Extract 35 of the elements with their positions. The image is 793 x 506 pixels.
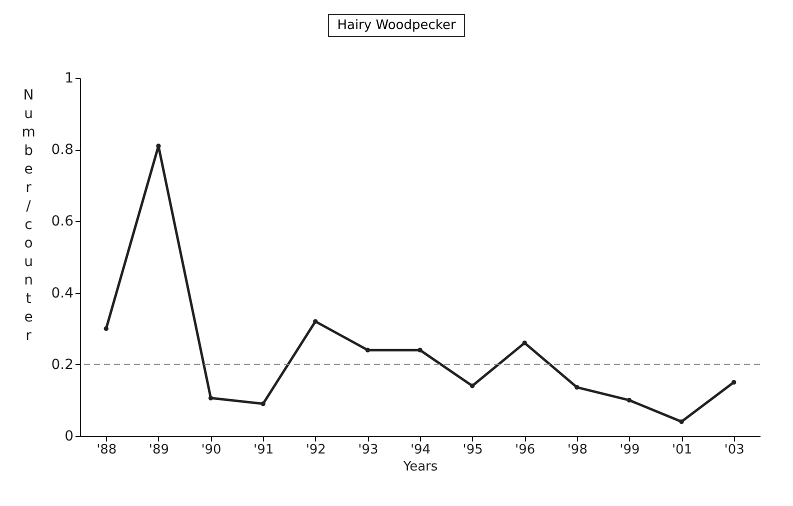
x-tick-label: '88	[96, 442, 117, 458]
point	[732, 380, 736, 385]
x-tick-label: '98	[567, 442, 588, 458]
text: Number / counter	[22, 88, 36, 344]
x-tick-label: '94	[410, 442, 431, 458]
y-tick-label: 0.8	[51, 142, 74, 158]
x-tick-label: '96	[515, 442, 536, 458]
point	[418, 348, 422, 352]
point	[156, 144, 161, 148]
x-tick-label: '90	[201, 442, 222, 458]
point	[208, 396, 214, 400]
point	[313, 319, 318, 324]
point	[104, 326, 108, 331]
x-tick-label: '01	[672, 442, 692, 458]
x-tick-label: '93	[358, 442, 378, 458]
y-tick-label: 0.2	[51, 356, 74, 373]
chart-title: Hairy Woodpecker	[328, 14, 465, 37]
x-tick-label: '92	[306, 442, 326, 458]
x-tick-label: '89	[148, 442, 170, 458]
x-tick-label: '91	[254, 442, 274, 458]
x-tick-label: '03	[724, 442, 744, 458]
x-tick-label: '95	[462, 442, 483, 458]
point	[470, 384, 475, 388]
point	[679, 419, 684, 424]
point	[260, 401, 266, 406]
y-tick-label: 0.4	[51, 285, 74, 302]
point	[522, 340, 527, 346]
point	[626, 398, 632, 403]
point	[365, 348, 370, 352]
y-tick-label: 0.6	[51, 214, 74, 230]
point	[574, 384, 580, 390]
y-tick-label: 0	[64, 428, 74, 444]
x-axis-title: Years	[402, 460, 438, 474]
y-tick-label: 1	[64, 70, 74, 86]
x-tick-label: '99	[620, 442, 640, 458]
